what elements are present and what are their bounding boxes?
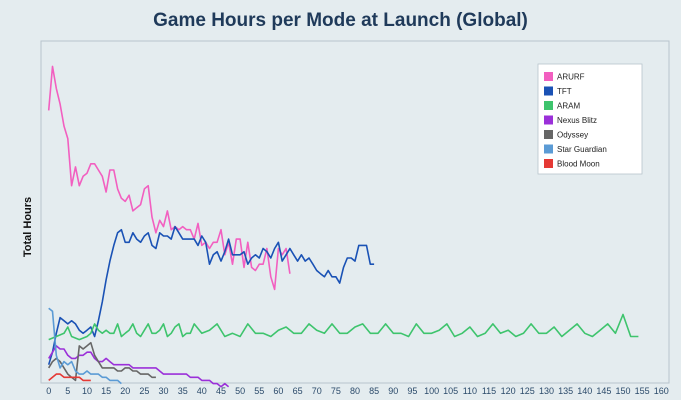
x-tick-label: 70: [312, 386, 322, 396]
x-tick-labels: 0 5 10 15 20 25 30 35 40 45 50 55 60 65 70 75 80 85 90 95 10…: [46, 386, 669, 396]
x-tick-label: 125: [520, 386, 535, 396]
x-tick-label: 65: [293, 386, 303, 396]
series-line-aram: [48, 313, 639, 341]
legend-box: [537, 63, 643, 175]
x-tick-label: 100: [424, 386, 439, 396]
y-axis-label: Total Hours: [22, 197, 34, 257]
x-tick-label: 120: [501, 386, 516, 396]
legend-label: Star Guardian: [557, 145, 607, 154]
x-tick-label: 110: [463, 386, 477, 396]
x-tick-label: 105: [443, 386, 458, 396]
x-tick-label: 60: [273, 386, 283, 396]
series-line-blood-moon: [48, 373, 91, 382]
x-tick-label: 150: [615, 386, 630, 396]
x-tick-label: 160: [654, 386, 669, 396]
legend-label: TFT: [557, 87, 572, 96]
x-tick-label: 115: [482, 386, 496, 396]
x-tick-label: 50: [235, 386, 245, 396]
legend-swatch: [544, 72, 553, 81]
x-tick-label: 90: [388, 386, 398, 396]
x-tick-label: 55: [254, 386, 264, 396]
legend-swatch: [544, 86, 553, 96]
x-tick-label: 15: [101, 386, 111, 396]
x-tick-label: 40: [197, 386, 207, 396]
x-tick-label: 140: [577, 386, 592, 396]
x-tick-label: 155: [635, 386, 650, 396]
legend-swatch: [544, 130, 553, 139]
x-tick-label: 35: [178, 386, 188, 396]
legend-swatch: [544, 101, 553, 110]
legend-label: Odyssey: [557, 131, 588, 140]
series-layer: [47, 65, 639, 388]
x-tick-label: 10: [82, 386, 92, 396]
x-tick-label: 0: [46, 386, 51, 396]
x-tick-label: 5: [65, 386, 70, 396]
x-tick-label: 135: [558, 386, 573, 396]
x-tick-label: 45: [216, 386, 226, 396]
x-tick-label: 95: [407, 386, 417, 396]
series-line-arurf: [47, 65, 291, 291]
legend-label: Blood Moon: [557, 160, 600, 169]
legend-label: Nexus Blitz: [557, 116, 597, 125]
series-line-odyssey: [48, 341, 156, 382]
series-line-tft: [47, 225, 375, 365]
x-tick-label: 85: [369, 386, 379, 396]
x-tick-label: 25: [139, 386, 149, 396]
legend-swatch: [544, 159, 553, 168]
x-tick-label: 75: [331, 386, 341, 396]
legend: ARURF TFT ARAM Nexus Blitz Odyssey Star Guard…: [537, 63, 643, 175]
x-tick-label: 145: [596, 386, 611, 396]
legend-swatch: [544, 115, 553, 125]
legend-label: ARAM: [557, 102, 580, 111]
x-tick-label: 30: [158, 386, 168, 396]
x-tick-label: 80: [350, 386, 360, 396]
x-tick-label: 20: [120, 386, 130, 396]
x-tick-label: 130: [539, 386, 554, 396]
legend-label: ARURF: [557, 73, 585, 82]
chart-title: Game Hours per Mode at Launch (Global): [153, 10, 528, 31]
series-line-star-guardian: [48, 307, 122, 385]
legend-swatch: [544, 144, 553, 154]
